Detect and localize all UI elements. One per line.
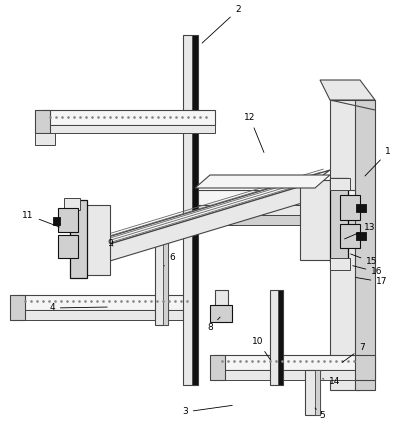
Polygon shape [163,240,168,325]
Polygon shape [155,240,168,325]
Text: 13: 13 [345,224,376,239]
Polygon shape [64,198,80,210]
Text: 4: 4 [49,303,107,312]
Polygon shape [53,217,60,225]
Polygon shape [355,355,375,380]
Polygon shape [215,355,360,370]
Text: 2: 2 [202,6,241,43]
Polygon shape [210,305,232,322]
Polygon shape [305,370,320,415]
Text: 9: 9 [107,239,113,248]
Polygon shape [278,290,283,385]
Polygon shape [42,125,215,133]
Text: 12: 12 [244,114,264,152]
Polygon shape [355,100,375,390]
Polygon shape [35,133,55,145]
Polygon shape [320,80,375,100]
Polygon shape [330,100,375,110]
Polygon shape [340,224,360,248]
Polygon shape [215,370,360,380]
Polygon shape [42,110,215,125]
Text: 6: 6 [164,254,175,266]
Polygon shape [80,205,110,275]
Polygon shape [10,295,25,320]
Text: 7: 7 [342,344,365,363]
Polygon shape [195,215,355,225]
Polygon shape [195,190,355,205]
Text: 16: 16 [353,266,383,277]
Polygon shape [356,204,366,212]
Text: 1: 1 [365,148,391,176]
Polygon shape [90,183,312,267]
Polygon shape [315,370,320,415]
Text: 5: 5 [315,408,325,420]
Polygon shape [58,235,78,258]
Polygon shape [192,35,198,385]
Polygon shape [270,290,283,385]
Polygon shape [183,35,198,385]
Polygon shape [195,205,355,215]
Polygon shape [70,200,87,278]
Text: 8: 8 [207,317,220,332]
Polygon shape [330,100,360,390]
Polygon shape [356,232,366,240]
Polygon shape [195,175,330,188]
Polygon shape [90,170,330,250]
Polygon shape [215,290,228,320]
Polygon shape [35,110,50,133]
Text: 17: 17 [356,278,388,287]
Text: 10: 10 [252,338,270,360]
Text: 15: 15 [351,254,378,266]
Polygon shape [18,310,195,320]
Polygon shape [210,355,225,380]
Polygon shape [330,178,348,262]
Polygon shape [330,178,350,190]
Text: 3: 3 [182,405,232,417]
Polygon shape [330,258,350,270]
Polygon shape [58,208,78,232]
Text: 14: 14 [323,378,341,387]
Text: 11: 11 [22,211,59,227]
Polygon shape [300,180,332,260]
Polygon shape [18,295,195,310]
Polygon shape [340,195,360,220]
